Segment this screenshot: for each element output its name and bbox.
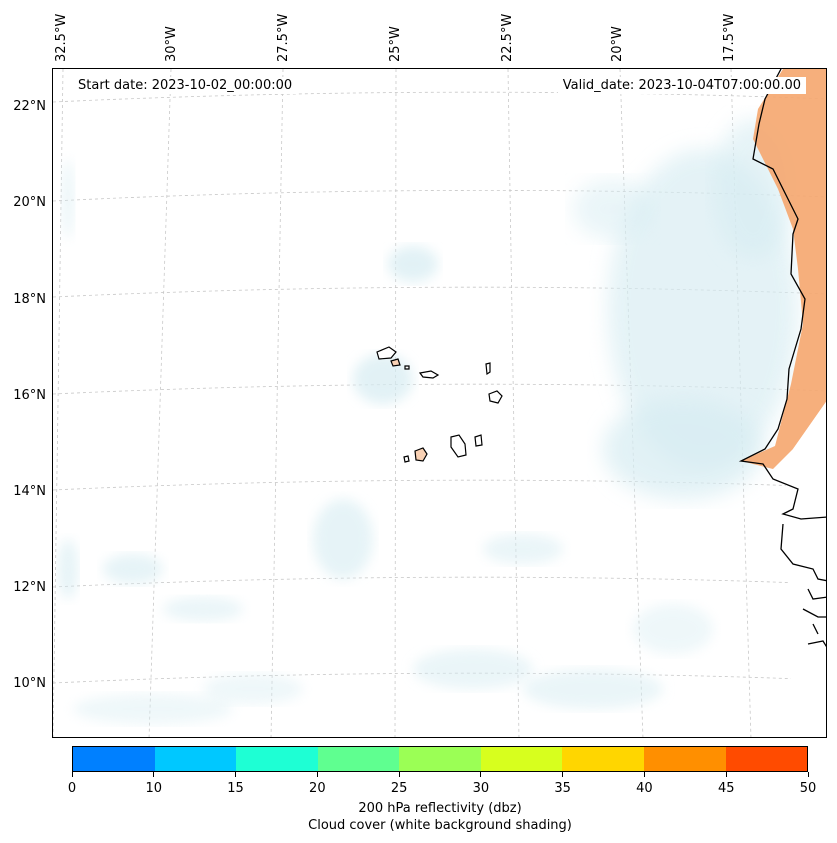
cloud-west-1	[103, 554, 163, 584]
start-date-label: Start date: 2023-10-02_00:00:00	[73, 77, 298, 94]
colorbar-tick-label: 30	[472, 781, 490, 796]
cloud-mid-south	[483, 534, 563, 564]
colorbar-tick-label: 35	[554, 781, 571, 796]
cloud-center	[313, 499, 373, 579]
colorbar-segment	[236, 747, 318, 771]
cloud-east-lower	[603, 399, 763, 499]
longitude-label: 27.5°W	[276, 13, 291, 62]
longitude-label: 32.5°W	[54, 13, 69, 62]
cloud-island-north	[388, 246, 438, 282]
colorbar-tick-mark	[398, 772, 400, 777]
latitude-label: 16°N	[13, 388, 46, 403]
cloud-island-west	[353, 354, 413, 404]
cloud-south-3	[203, 674, 303, 704]
gridline-lon-25	[394, 69, 397, 737]
colorbar-segment	[317, 747, 400, 771]
gridline-lon-27.5	[270, 69, 284, 737]
colorbar-tick-label: 25	[390, 781, 408, 796]
colorbar-tick-label: 50	[799, 781, 817, 796]
colorbar-tick-mark	[316, 772, 318, 777]
coastline-guinea	[780, 523, 826, 648]
island-santa-luzia	[404, 365, 410, 370]
colorbar-tick-mark	[480, 772, 482, 777]
longitude-label: 30°W	[164, 26, 179, 62]
africa-land-lower	[783, 401, 826, 737]
cloud-west-edge-n	[62, 159, 74, 239]
latitude-label: 22°N	[13, 99, 46, 114]
latitude-label: 18°N	[13, 292, 46, 307]
colorbar-label-reflectivity: 200 hPa reflectivity (dbz)	[358, 801, 522, 816]
colorbar-tick-mark	[725, 772, 727, 777]
colorbar-tick-mark	[153, 772, 155, 777]
colorbar-segment	[480, 747, 563, 771]
valid-date-label: Valid_date: 2023-10-04T07:00:00.00	[557, 77, 806, 94]
colorbar-tick-label: 20	[309, 781, 326, 796]
cloud-west-edge	[58, 539, 78, 599]
colorbar-tick-label: 10	[145, 781, 163, 796]
gridline-lon-17.5	[730, 69, 752, 737]
colorbar-tick-label: 45	[717, 781, 735, 796]
colorbar-tick-mark	[71, 772, 73, 777]
cloud-south-2	[523, 669, 663, 709]
gridline-lon-30	[148, 69, 172, 737]
gridline-lon-32.5	[53, 69, 64, 737]
cloud-shading	[58, 119, 798, 724]
longitude-label: 17.5°W	[722, 13, 737, 62]
island-santiago	[450, 434, 467, 458]
cape-verde-islands	[376, 346, 503, 463]
latitude-label: 14°N	[13, 484, 46, 499]
latitude-label: 12°N	[13, 580, 46, 595]
cloud-west-2	[163, 597, 243, 621]
coastline	[738, 69, 826, 648]
island-fogo	[414, 447, 428, 462]
africa-land-reflectivity	[741, 69, 826, 469]
island-santo-antao	[376, 346, 397, 360]
colorbar	[72, 746, 808, 772]
colorbar-label-cloud-cover: Cloud cover (white background shading)	[308, 818, 572, 833]
island-brava	[403, 455, 410, 463]
island-boa-vista	[488, 390, 503, 404]
longitude-label: 22.5°W	[500, 13, 515, 62]
colorbar-tick-label: 0	[67, 781, 77, 796]
map-panel: Start date: 2023-10-02_00:00:00 Valid_da…	[52, 68, 827, 738]
colorbar-tick-mark	[807, 772, 809, 777]
longitude-label: 20°W	[610, 26, 625, 62]
island-maio	[474, 434, 483, 447]
cloud-central-east	[573, 179, 653, 239]
colorbar-tick-mark	[235, 772, 237, 777]
cloud-south-1	[413, 649, 533, 689]
colorbar-tick-mark	[643, 772, 645, 777]
colorbar-segment	[154, 747, 237, 771]
colorbar-segment	[643, 747, 726, 771]
colorbar-segment	[725, 747, 808, 771]
gridline-lon-22.5	[507, 69, 520, 737]
coastline-africa	[738, 69, 826, 520]
colorbar-segment	[399, 747, 481, 771]
colorbar-tick-label: 15	[227, 781, 244, 796]
colorbar-tick-label: 40	[636, 781, 653, 796]
colorbar-tick-mark	[562, 772, 564, 777]
longitude-label: 25°W	[388, 26, 403, 62]
island-sao-vicente	[390, 358, 401, 367]
island-sao-nicolau	[418, 370, 440, 379]
cloud-south-4	[73, 694, 233, 724]
map-canvas	[53, 69, 826, 737]
gridline-lat-12	[53, 576, 826, 588]
colorbar-segment	[73, 747, 155, 771]
island-sal	[485, 362, 491, 376]
cloud-se	[633, 604, 713, 654]
latitude-label: 10°N	[13, 676, 46, 691]
latitude-label: 20°N	[13, 195, 46, 210]
colorbar-segment	[562, 747, 644, 771]
